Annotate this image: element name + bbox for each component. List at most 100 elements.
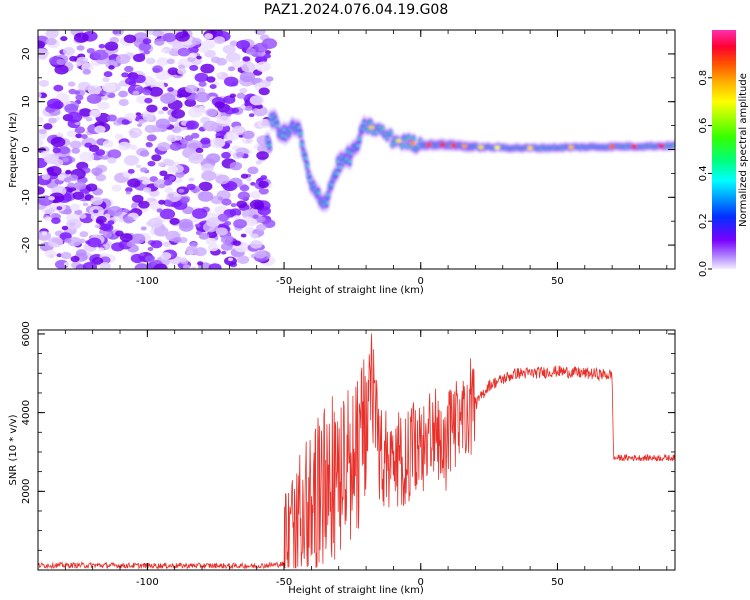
spectrogram-blob — [88, 144, 100, 153]
spectrogram-blob — [129, 144, 138, 151]
spectrogram-blob — [261, 38, 278, 49]
spectrogram-blob — [207, 243, 219, 252]
spectrogram-blob — [162, 106, 169, 111]
spectrogram-blob — [249, 199, 265, 210]
y-tick-label: 0 — [21, 146, 32, 152]
spectrogram-blob — [52, 158, 64, 167]
spectrogram-blob — [104, 246, 110, 250]
spectrogram-blob — [229, 208, 242, 217]
spectrogram-blob — [145, 142, 153, 148]
colorbar-tick-label: 0.2 — [698, 213, 709, 229]
spectrogram-blob — [220, 235, 233, 244]
x-tick-label: 50 — [551, 577, 564, 588]
spectrogram-blob — [187, 107, 203, 118]
spectrogram-blob — [226, 140, 233, 144]
spectrogram-blob — [90, 196, 103, 206]
spectrogram-blob — [38, 186, 45, 195]
spectrogram-blob — [74, 126, 86, 134]
spectrogram-blob — [48, 117, 57, 124]
spectrogram-blob — [205, 153, 221, 164]
spectrogram-blob — [229, 161, 243, 171]
spectrogram-blob — [63, 208, 72, 215]
spectrogram-blob — [66, 187, 74, 193]
spectrogram-blob — [107, 206, 123, 217]
spectrogram-blob — [177, 68, 187, 75]
spectrogram-blob — [103, 71, 113, 78]
spectrogram-blob — [60, 251, 72, 260]
spectrogram-blob — [144, 97, 153, 104]
spectrogram-blob — [239, 184, 250, 192]
spectrogram-blob — [163, 180, 172, 186]
spectrogram-blob — [171, 109, 186, 119]
spectrogram-blob — [64, 103, 79, 114]
spectrogram-blob — [178, 188, 185, 193]
spectrogram-blob — [122, 209, 129, 214]
ridge-peak — [395, 138, 402, 143]
spectrogram-blob — [221, 151, 231, 159]
spectrogram-blob — [176, 93, 184, 98]
spectrogram-blob — [82, 202, 89, 207]
spectrogram-blob — [67, 81, 76, 87]
spectrogram-blob — [213, 36, 226, 45]
spectrogram-blob — [142, 113, 154, 122]
spectrogram-blob — [135, 112, 142, 117]
spectrogram-blob — [38, 116, 44, 124]
spectrogram-blob — [230, 202, 237, 208]
spectrogram-blob — [104, 41, 119, 51]
spectrogram-blob — [73, 181, 87, 190]
spectrogram-blob — [127, 178, 141, 188]
spectrogram-blob — [82, 68, 91, 75]
spectrogram-blob — [164, 159, 175, 167]
spectrogram-blob — [236, 200, 248, 208]
spectrogram-blob — [224, 220, 232, 226]
spectrogram-blob — [174, 135, 183, 141]
ridge-group — [264, 107, 675, 214]
ridge-peak — [494, 145, 501, 150]
ridge-core — [369, 121, 373, 125]
spectrogram-blob — [94, 224, 101, 229]
spectrogram-blob — [242, 56, 251, 62]
spectrogram-blob — [151, 154, 162, 162]
spectrogram-blob — [167, 87, 174, 92]
spectrogram-blob — [153, 226, 169, 237]
spectrogram-blob — [94, 125, 106, 134]
ridge-peak — [425, 142, 432, 147]
spectrogram-blob — [143, 187, 152, 193]
y-tick-label: 10 — [21, 95, 32, 108]
spectrogram-blob — [156, 208, 163, 213]
spectrogram-blob — [152, 65, 163, 73]
spectrogram-blob — [162, 32, 177, 43]
spectrogram-blob — [200, 137, 211, 145]
spectrogram-blob — [250, 233, 259, 239]
spectrogram-blob — [129, 131, 140, 139]
spectrogram-blob — [58, 146, 71, 155]
spectrogram-blob — [111, 184, 122, 192]
spectrogram-blob — [86, 93, 102, 104]
spectrogram-blob — [217, 213, 230, 222]
spectrogram-blob — [215, 174, 230, 185]
snr-panel: -100 -50 0 50 2000 4000 6000 Height of straig… — [8, 321, 676, 596]
spectrogram-blob — [189, 64, 199, 72]
spectrogram-blob — [241, 62, 256, 73]
spectrogram-blob — [247, 166, 259, 175]
spectrogram-blob — [50, 137, 66, 148]
spectrogram-blob — [105, 60, 118, 69]
spectrogram-blob — [152, 30, 163, 37]
spectrogram-blob — [185, 84, 198, 94]
spectrogram-blob — [168, 175, 176, 181]
spectrogram-blob — [235, 151, 245, 158]
spectrogram-blob — [138, 200, 150, 209]
x-tick-label: 0 — [418, 276, 424, 287]
spectrogram-blob — [175, 171, 185, 178]
spectrogram-blob — [249, 95, 265, 106]
spectrogram-blob — [142, 179, 149, 185]
spectrogram-blob — [52, 147, 61, 154]
spectrogram-blob — [240, 233, 247, 238]
spectrogram-blob — [236, 39, 251, 50]
spectrogram-blob — [82, 261, 98, 269]
spectrogram-blob — [237, 191, 250, 201]
spectrogram-blob — [125, 187, 133, 193]
spectrogram-blob — [140, 167, 148, 173]
spectrogram-blob — [222, 73, 228, 78]
spectrogram-blob — [232, 240, 242, 246]
